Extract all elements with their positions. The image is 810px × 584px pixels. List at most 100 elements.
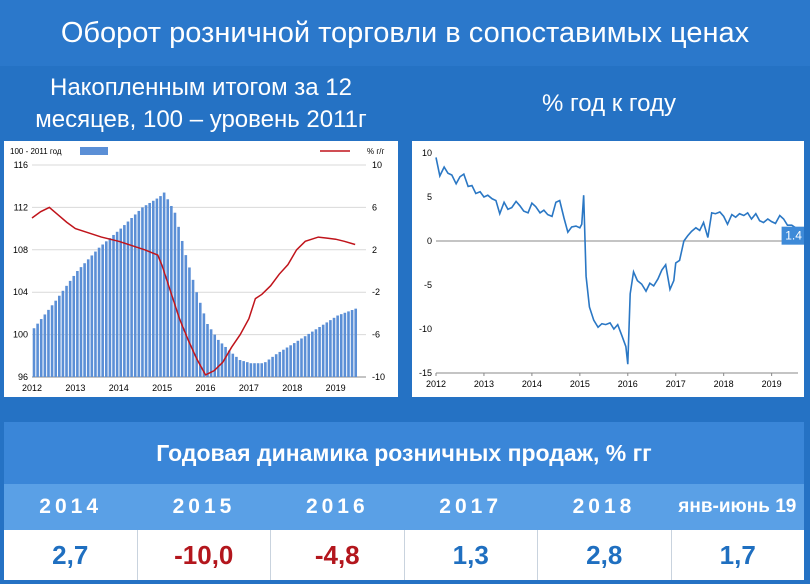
bar [133,214,137,377]
year-cell: янв-июнь 19 [670,484,804,530]
bar [318,327,321,377]
bar [119,228,123,377]
x-tick-label: 2019 [762,379,782,389]
y-left-tick-label: 104 [13,287,28,297]
bar [245,362,249,377]
bar [253,363,256,377]
x-tick-label: 2016 [618,379,638,389]
table-title: Годовая динамика розничных продаж, % гг [4,422,804,484]
left-chart-subtitle: Накопленным итогом за 12 месяцев, 100 – … [35,74,367,133]
bar [72,275,76,377]
x-tick-label: 2012 [426,379,446,389]
bar [137,210,141,377]
bar [79,267,83,377]
bar [267,359,271,377]
bar [347,311,350,377]
bar [336,315,339,377]
y-right-tick-label: -2 [372,287,380,297]
y-right-tick-label: -6 [372,330,380,340]
bar [184,255,188,377]
bar [278,351,282,377]
legend-bars-swatch [80,147,108,155]
y-right-tick-label: 2 [372,245,377,255]
y-tick-label: 5 [427,192,432,202]
bar [151,200,155,377]
bar [101,244,104,377]
bar [83,263,86,377]
bar [162,192,166,377]
x-tick-label: 2017 [239,383,259,393]
bar [130,218,133,377]
end-value-label: 1.4 [785,229,802,243]
annual-dynamics-table: Годовая динамика розничных продаж, % гг … [4,422,804,580]
bar [94,251,97,377]
bar [43,314,47,377]
bar [90,255,94,377]
value-cell: 2,7 [4,530,138,580]
bar [350,310,354,377]
y-left-tick-label: 116 [14,160,28,170]
y-tick-label: 0 [427,236,432,246]
y-right-tick-label: 10 [372,160,382,170]
bar [76,271,79,377]
bar [227,350,231,377]
bar [206,324,209,377]
bar [32,328,36,377]
year-cell: 2014 [4,484,138,530]
legend-line-label: % г/г [367,147,384,156]
y-left-tick-label: 112 [14,202,28,212]
bar [198,302,202,377]
yoy-chart-panel: 10 5 0 -5 -10 -15 2012 2013 2014 2015 2016 2017 2018… [412,141,808,397]
y-tick-label: -15 [419,368,432,378]
bar [271,356,274,377]
bar [126,221,130,377]
page-title: Оборот розничной торговли в сопоставимых… [0,0,810,66]
bar [354,308,358,377]
value-cell: 1,3 [404,530,538,580]
bar [144,205,148,377]
yoy-line [31,206,356,376]
bar [303,336,307,377]
years-row: 2014 2015 2016 2017 2018 янв-июнь 19 [4,484,804,530]
bar [166,199,170,377]
bar [108,238,112,377]
x-tick-label: 2013 [474,379,494,389]
year-cell: 2018 [537,484,671,530]
bar [314,329,318,377]
bar [202,313,206,377]
y-tick-label: -10 [419,324,432,334]
y-tick-label: 10 [422,148,432,158]
bar [282,349,285,377]
bar [188,267,191,377]
bar [213,334,217,377]
bar [123,225,126,377]
x-tick-label: 2014 [522,379,542,389]
y-left-tick-label: 108 [13,245,28,255]
bar [264,362,267,377]
bar [65,285,68,377]
bar [195,292,198,377]
y-right-tick-label: -10 [372,372,385,382]
bar [289,345,292,377]
bar [180,240,184,377]
legend-bars-label: 100 - 2011 год [10,147,62,156]
value-cell: -4,8 [271,530,405,580]
bar [39,319,43,377]
bar [54,300,57,377]
bar [274,354,278,377]
bar [256,363,260,377]
bar [325,322,329,377]
cumulative-chart-panel: 96 100 104 108 112 116 -10 -6 -2 2 6 10 2012 2013 2014… [4,141,398,397]
bar [220,343,224,377]
x-tick-label: 2015 [152,383,172,393]
bar [343,312,347,377]
bar [173,212,177,377]
bar [311,331,314,377]
year-cell: 2015 [137,484,271,530]
bar [242,361,245,377]
x-tick-label: 2012 [22,383,42,393]
bar [36,323,39,377]
bar [224,346,227,377]
y-tick-label: -5 [424,280,432,290]
